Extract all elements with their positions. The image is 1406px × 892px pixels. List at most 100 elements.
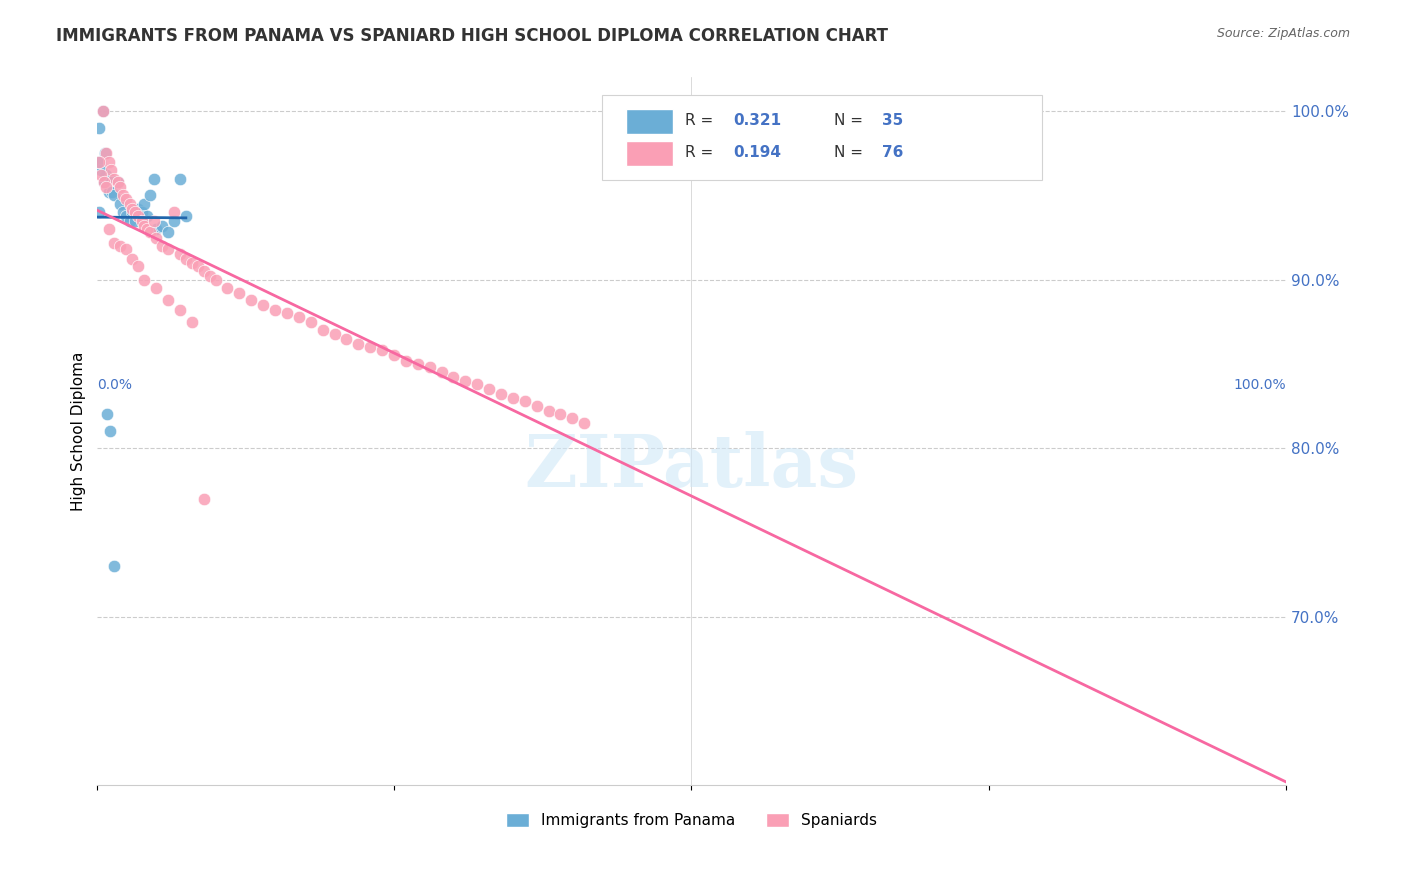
Text: R =: R =	[685, 113, 718, 128]
Point	[110, 196, 132, 211]
Point	[240, 293, 263, 307]
Legend: Immigrants from Panama, Spaniards: Immigrants from Panama, Spaniards	[499, 806, 883, 834]
Text: N =: N =	[834, 145, 868, 160]
Point	[90, 163, 112, 178]
Point	[169, 302, 191, 317]
Point	[139, 188, 162, 202]
Text: R =: R =	[685, 145, 718, 160]
Point	[142, 213, 165, 227]
Point	[87, 154, 110, 169]
Point	[96, 168, 118, 182]
Point	[103, 188, 125, 202]
Y-axis label: High School Diploma: High School Diploma	[72, 351, 86, 511]
Point	[145, 281, 167, 295]
Point	[311, 323, 333, 337]
Point	[359, 340, 381, 354]
Point	[110, 239, 132, 253]
Point	[97, 222, 120, 236]
Point	[135, 222, 157, 236]
Point	[100, 171, 122, 186]
Point	[454, 374, 477, 388]
Point	[156, 242, 179, 256]
Point	[430, 365, 453, 379]
Point	[100, 163, 122, 178]
Point	[574, 416, 596, 430]
Point	[98, 424, 121, 438]
Point	[180, 315, 202, 329]
Point	[97, 185, 120, 199]
Point	[299, 315, 322, 329]
Point	[135, 209, 157, 223]
Point	[134, 219, 156, 233]
Point	[169, 171, 191, 186]
Point	[264, 302, 287, 317]
Point	[121, 202, 143, 216]
Point	[347, 336, 370, 351]
Point	[204, 272, 226, 286]
Point	[87, 205, 110, 219]
Point	[107, 175, 129, 189]
Point	[89, 154, 111, 169]
Point	[124, 205, 146, 219]
Point	[513, 393, 536, 408]
Point	[187, 259, 209, 273]
Point	[142, 171, 165, 186]
Point	[406, 357, 429, 371]
Point	[174, 252, 197, 267]
Point	[96, 146, 118, 161]
Point	[150, 239, 173, 253]
Point	[465, 377, 488, 392]
Point	[419, 360, 441, 375]
FancyBboxPatch shape	[602, 95, 1042, 180]
Point	[115, 209, 138, 223]
Point	[87, 154, 110, 169]
Point	[124, 213, 146, 227]
Point	[382, 348, 405, 362]
Point	[550, 408, 572, 422]
Point	[169, 247, 191, 261]
Point	[478, 382, 501, 396]
Point	[561, 410, 583, 425]
Point	[323, 326, 346, 341]
Point	[443, 370, 465, 384]
Point	[335, 332, 357, 346]
Point	[131, 205, 153, 219]
Point	[101, 185, 124, 199]
Point	[127, 209, 149, 223]
Point	[111, 188, 134, 202]
Point	[193, 491, 215, 506]
Point	[91, 104, 114, 119]
Point	[93, 175, 115, 189]
Point	[97, 154, 120, 169]
Text: Source: ZipAtlas.com: Source: ZipAtlas.com	[1216, 27, 1350, 40]
Point	[395, 353, 418, 368]
Point	[118, 213, 141, 227]
Point	[198, 269, 221, 284]
Point	[163, 205, 186, 219]
Point	[371, 343, 394, 358]
Point	[87, 120, 110, 135]
Text: 100.0%: 100.0%	[1233, 378, 1286, 392]
Point	[118, 196, 141, 211]
Point	[96, 180, 118, 194]
Bar	[626, 110, 673, 134]
Point	[94, 146, 117, 161]
Point	[252, 298, 274, 312]
Text: IMMIGRANTS FROM PANAMA VS SPANIARD HIGH SCHOOL DIPLOMA CORRELATION CHART: IMMIGRANTS FROM PANAMA VS SPANIARD HIGH …	[56, 27, 889, 45]
Point	[91, 104, 114, 119]
Point	[228, 286, 250, 301]
Point	[174, 209, 197, 223]
Point	[537, 404, 560, 418]
Point	[150, 219, 173, 233]
Point	[502, 391, 524, 405]
Text: 76: 76	[882, 145, 903, 160]
Point	[134, 272, 156, 286]
Point	[145, 222, 167, 236]
Point	[193, 264, 215, 278]
Point	[526, 399, 548, 413]
Point	[103, 235, 125, 250]
Point	[288, 310, 311, 324]
Point	[90, 168, 112, 182]
Point	[156, 293, 179, 307]
Point	[121, 205, 143, 219]
